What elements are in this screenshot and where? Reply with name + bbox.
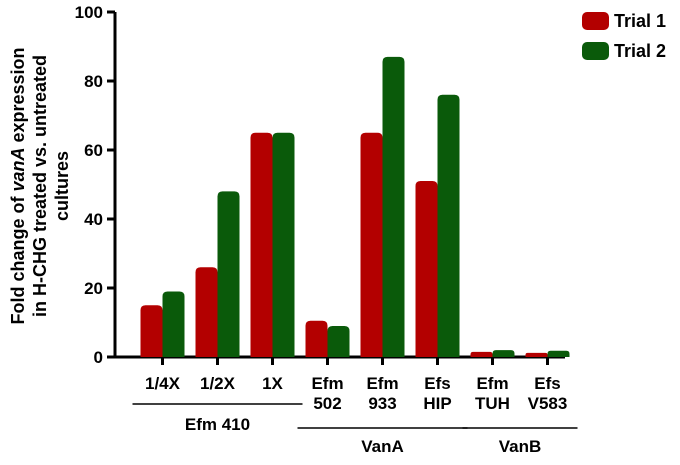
group-label: VanB (499, 437, 542, 456)
bar-trial-1 (195, 267, 218, 357)
bar-trial-1 (470, 351, 493, 357)
y-tick-label: 60 (84, 141, 103, 160)
bar-trial-2 (162, 291, 185, 357)
group-label: VanA (361, 437, 404, 456)
y-tick-label: 40 (84, 210, 103, 229)
bars (140, 56, 570, 358)
category-label: Efm (366, 374, 398, 393)
legend-label: Trial 2 (614, 41, 666, 61)
y-axis-label-line2: in H-CHG treated vs. untreated (30, 55, 50, 317)
legend-swatch (582, 42, 609, 60)
group-label: Efm 410 (185, 415, 250, 434)
category-labels: 1/4X 1/2X 1X Efm502Efm933EfsHIPEfmTUHEfsV58… (145, 374, 567, 413)
category-label: Efs (534, 374, 560, 393)
category-label: TUH (475, 394, 510, 413)
category-label: Efm (476, 374, 508, 393)
bar-trial-1 (525, 352, 548, 357)
y-axis-label-line3: cultures (52, 151, 72, 221)
bar-trial-1 (140, 305, 163, 357)
y-axis-label: Fold change of vanA expression in H-CHG t… (8, 47, 72, 324)
bar-trial-2 (382, 56, 405, 357)
bar-trial-2 (217, 191, 240, 357)
bar-trial-1 (305, 320, 328, 357)
category-label: 1/2X (200, 374, 236, 393)
category-label: V583 (528, 394, 568, 413)
category-label: Efs (424, 374, 450, 393)
bar-trial-1 (415, 181, 438, 357)
axes: 0 20 40 60 80 100 (75, 3, 565, 367)
bar-trial-2 (437, 94, 460, 358)
category-label: 1/4X (145, 374, 181, 393)
y-tick-label: 100 (75, 3, 103, 22)
legend: Trial 1 Trial 2 (582, 11, 666, 61)
category-label: HIP (423, 394, 451, 413)
y-tick-label: 0 (94, 348, 103, 367)
y-tick-label: 20 (84, 279, 103, 298)
bar-trial-1 (360, 132, 383, 357)
category-label: 933 (368, 394, 396, 413)
bar-trial-2 (492, 350, 515, 357)
y-axis-label-line1: Fold change of vanA expression (8, 47, 28, 324)
bar-trial-2 (547, 350, 570, 357)
legend-label: Trial 1 (614, 11, 666, 31)
bar-trial-2 (272, 132, 295, 357)
category-label: 502 (313, 394, 341, 413)
category-label: 1X (262, 374, 283, 393)
bar-trial-1 (250, 132, 273, 357)
bar-trial-2 (327, 325, 350, 357)
group-labels: Efm 410 VanA VanB (132, 403, 578, 456)
category-label: Efm (311, 374, 343, 393)
y-tick-label: 80 (84, 72, 103, 91)
legend-swatch (582, 12, 609, 30)
